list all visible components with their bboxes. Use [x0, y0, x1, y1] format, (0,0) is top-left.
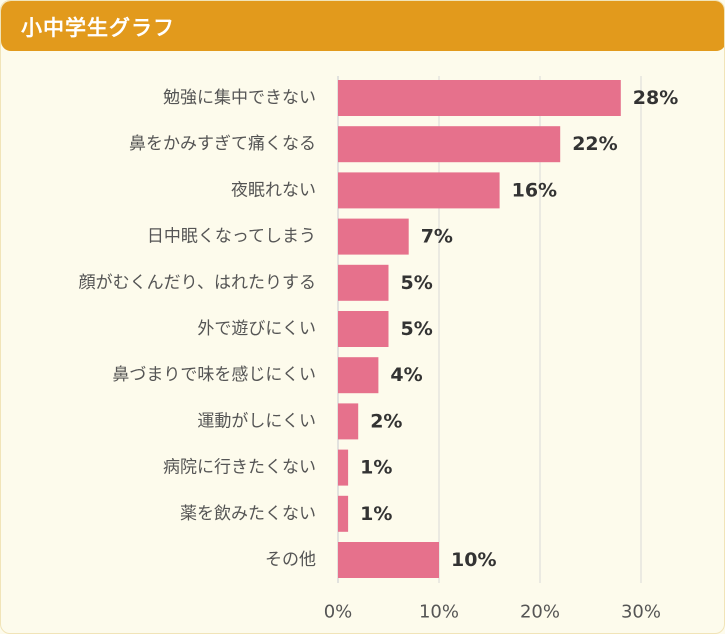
bar-2 — [338, 172, 500, 209]
value-label-9: 1% — [360, 503, 392, 525]
tick-label-20: 20% — [520, 602, 560, 623]
category-label-2: 夜眠れない — [231, 180, 316, 200]
value-label-6: 4% — [390, 364, 422, 386]
bar-8 — [338, 449, 349, 486]
bar-6 — [338, 357, 379, 394]
category-label-4: 顔がむくんだり、はれたりする — [79, 273, 316, 293]
category-label-3: 日中眠くなってしまう — [147, 227, 316, 247]
category-label-1: 鼻をかみすぎて痛くなる — [129, 134, 316, 154]
bar-7 — [338, 403, 359, 440]
category-label-10: その他 — [265, 550, 316, 570]
value-label-5: 5% — [401, 318, 433, 340]
category-label-6: 鼻づまりで味を感じにくい — [112, 365, 316, 385]
bar-0 — [338, 80, 621, 116]
bar-3 — [338, 218, 409, 255]
value-label-0: 28% — [633, 87, 678, 109]
value-label-7: 2% — [370, 410, 402, 432]
value-label-2: 16% — [512, 179, 557, 201]
value-label-3: 7% — [421, 226, 453, 248]
header-bar: 小中学生グラフ — [1, 1, 724, 51]
value-label-10: 10% — [451, 549, 496, 571]
tick-label-30: 30% — [621, 602, 661, 623]
value-label-4: 5% — [401, 272, 433, 294]
bar-5 — [338, 311, 389, 347]
value-label-8: 1% — [360, 457, 392, 479]
category-label-8: 病院に行きたくない — [163, 458, 316, 478]
bar-10 — [338, 542, 439, 578]
bar-4 — [338, 264, 389, 301]
tick-label-0: 0% — [324, 602, 353, 623]
category-label-5: 外で遊びにくい — [197, 319, 316, 339]
chart-title: 小中学生グラフ — [21, 16, 175, 40]
category-label-9: 薬を飲みたくない — [180, 504, 316, 524]
bar-1 — [338, 126, 561, 163]
tick-label-10: 10% — [419, 602, 459, 623]
bar-9 — [338, 495, 349, 532]
category-label-0: 勉強に集中できない — [163, 88, 316, 108]
category-label-7: 運動がしにくい — [197, 411, 316, 431]
value-label-1: 22% — [572, 133, 617, 155]
